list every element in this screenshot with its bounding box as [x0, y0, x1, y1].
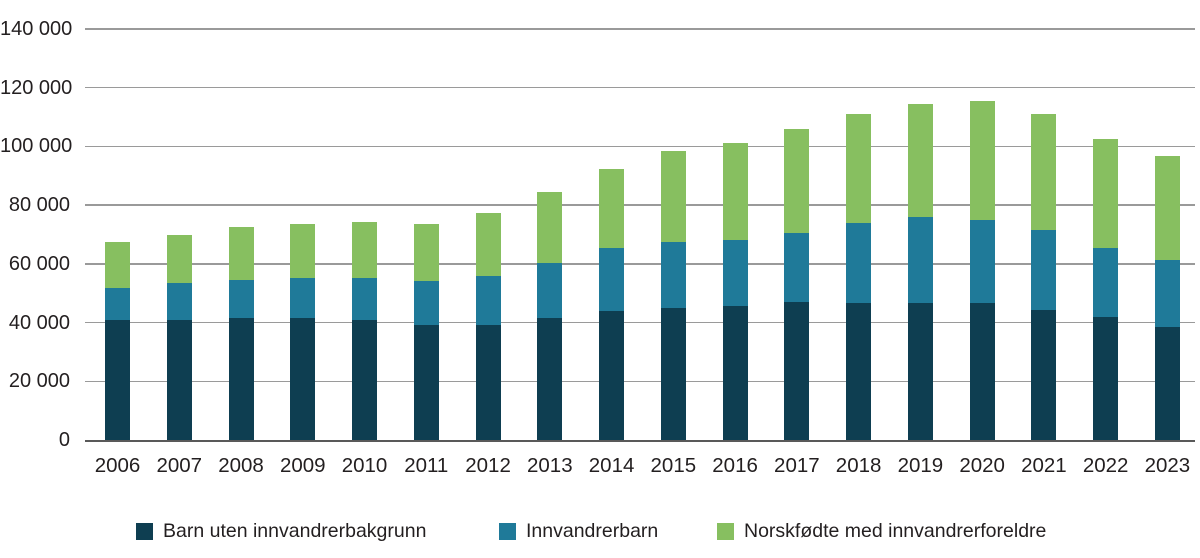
bar-segment-2021	[1031, 113, 1057, 231]
x-axis-year-label: 2011	[404, 454, 449, 477]
bar-segment-2014	[599, 247, 625, 311]
bar-segment-2021	[1031, 309, 1057, 440]
gridline	[85, 380, 1195, 382]
bar-segment-2006	[105, 288, 130, 320]
gridline	[85, 145, 1195, 148]
x-axis-year-label: 2012	[465, 454, 511, 477]
y-axis-tick-label: 140 000	[0, 18, 73, 40]
bar-segment-2018	[846, 222, 872, 303]
bar-segment-2023	[1154, 327, 1180, 440]
x-axis-baseline	[85, 439, 1195, 442]
bar-segment-2011	[413, 324, 439, 440]
bar-segment-2009	[290, 224, 316, 278]
bar-segment-2023	[1154, 260, 1180, 328]
gridline	[85, 321, 1195, 324]
bar-segment-2013	[537, 263, 563, 319]
x-axis-year-label: 2006	[94, 454, 141, 477]
x-axis-year-label: 2020	[959, 454, 1005, 477]
bar-segment-2013	[537, 192, 563, 264]
bar-segment-2022	[1093, 139, 1119, 248]
x-axis-year-label: 2009	[279, 454, 326, 477]
y-axis-tick-label: 80 000	[8, 194, 70, 217]
x-axis-year-label: 2010	[341, 454, 388, 477]
legend-item: Innvandrerbarn	[499, 520, 658, 543]
bar-segment-2017	[784, 129, 810, 233]
bar-segment-2023	[1154, 156, 1180, 261]
legend-swatch	[717, 523, 734, 540]
bar-segment-2020	[969, 302, 995, 440]
bar-segment-2008	[228, 227, 254, 281]
bar-segment-2019	[907, 302, 933, 440]
bar-segment-2015	[660, 307, 686, 440]
legend-swatch	[499, 523, 516, 540]
bar-segment-2007	[166, 282, 192, 320]
gridline	[85, 28, 1195, 30]
bar-segment-2015	[660, 151, 686, 243]
x-axis-year-label: 2023	[1144, 454, 1191, 477]
bar-segment-2010	[352, 319, 378, 440]
x-axis-year-label: 2018	[835, 454, 882, 477]
bar-segment-2010	[352, 221, 378, 278]
bar-segment-2008	[228, 280, 254, 318]
gridline	[85, 87, 1195, 89]
bar-segment-2013	[537, 318, 563, 440]
bar-segment-2009	[290, 277, 316, 318]
bar-segment-2022	[1093, 316, 1119, 440]
x-axis-year-label: 2016	[712, 454, 758, 477]
bar-segment-2022	[1093, 247, 1119, 317]
bar-segment-2019	[907, 103, 933, 218]
bar-segment-2006	[105, 242, 130, 289]
x-axis-year-label: 2021	[1021, 454, 1067, 477]
legend-label: Barn uten innvandrerbakgrunn	[163, 520, 427, 542]
bar-segment-2021	[1031, 230, 1057, 310]
x-axis-year-label: 2014	[588, 454, 635, 477]
bar-segment-2007	[166, 234, 192, 283]
bar-segment-2012	[475, 324, 501, 440]
legend-item: Barn uten innvandrerbakgrunn	[136, 520, 426, 543]
bar-segment-2018	[846, 302, 872, 440]
legend-item: Norskfødte med innvandrerforeldre	[717, 520, 1046, 543]
bar-segment-2011	[413, 280, 439, 325]
bar-segment-2017	[784, 232, 810, 303]
bar-segment-2011	[413, 223, 439, 281]
bar-segment-2014	[599, 169, 625, 248]
bar-segment-2020	[969, 219, 995, 303]
bar-segment-2009	[290, 317, 316, 440]
legend-swatch	[136, 523, 153, 540]
x-axis-year-label: 2007	[156, 454, 203, 477]
bar-segment-2008	[228, 317, 254, 440]
y-axis-tick-label: 40 000	[8, 311, 70, 334]
bar-segment-2007	[166, 319, 192, 440]
bar-segment-2014	[599, 310, 625, 440]
y-axis-tick-label: 100 000	[0, 135, 73, 158]
y-axis-tick-label: 60 000	[8, 252, 70, 275]
y-axis-tick-label: 120 000	[0, 76, 73, 99]
bar-segment-2006	[105, 319, 130, 440]
bar-segment-2018	[846, 113, 872, 223]
x-axis-year-label: 2019	[897, 454, 944, 477]
y-axis-tick-label: 0	[58, 429, 70, 451]
bar-segment-2020	[969, 100, 995, 220]
bar-segment-2015	[660, 242, 686, 308]
bar-segment-2010	[352, 277, 378, 320]
gridline	[85, 204, 1195, 206]
x-axis-year-label: 2022	[1082, 454, 1129, 477]
bar-segment-2012	[475, 212, 501, 277]
bar-segment-2016	[722, 240, 748, 306]
bar-segment-2016	[722, 143, 748, 241]
x-axis-year-label: 2017	[774, 454, 820, 477]
x-axis-year-label: 2008	[218, 454, 264, 477]
bar-segment-2016	[722, 305, 748, 440]
legend-label: Innvandrerbarn	[526, 520, 659, 542]
bar-segment-2017	[784, 302, 810, 440]
bar-segment-2012	[475, 276, 501, 325]
y-axis-tick-label: 20 000	[8, 370, 70, 393]
bar-segment-2019	[907, 217, 933, 303]
x-axis-year-label: 2015	[650, 454, 697, 477]
legend-label: Norskfødte med innvandrerforeldre	[744, 520, 1047, 542]
gridline	[85, 263, 1195, 265]
x-axis-year-label: 2013	[527, 454, 573, 477]
